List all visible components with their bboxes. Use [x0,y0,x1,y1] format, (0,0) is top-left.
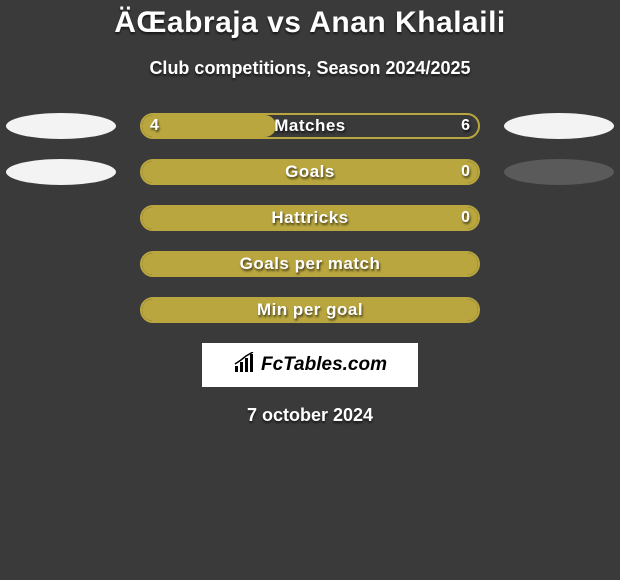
page-title: ÄŒabraja vs Anan Khalaili [0,0,620,40]
stat-row: Goals per match [0,251,620,277]
date-label: 7 october 2024 [0,405,620,426]
bar-fill-left [142,299,478,321]
bar-track [140,251,480,277]
logo-text: FcTables.com [261,354,387,376]
subtitle: Club competitions, Season 2024/2025 [0,58,620,79]
bar-fill-left [142,115,276,137]
stats-area: Matches46 Goals0 Hattricks0 Goals per match… [0,113,620,323]
bar-fill-left [142,253,478,275]
bar-track [140,159,480,185]
stat-row: Min per goal [0,297,620,323]
left-ellipse [6,113,116,139]
left-ellipse [6,159,116,185]
chart-icon [233,352,257,379]
right-ellipse [504,159,614,185]
bar-track [140,113,480,139]
right-ellipse [504,113,614,139]
bar-track [140,297,480,323]
bar-fill-left [142,161,478,183]
comparison-card: ÄŒabraja vs Anan Khalaili Club competiti… [0,0,620,580]
stat-row: Matches46 [0,113,620,139]
logo-box: FcTables.com [202,343,418,387]
bar-fill-left [142,207,478,229]
bar-track [140,205,480,231]
stat-row: Goals0 [0,159,620,185]
stat-row: Hattricks0 [0,205,620,231]
